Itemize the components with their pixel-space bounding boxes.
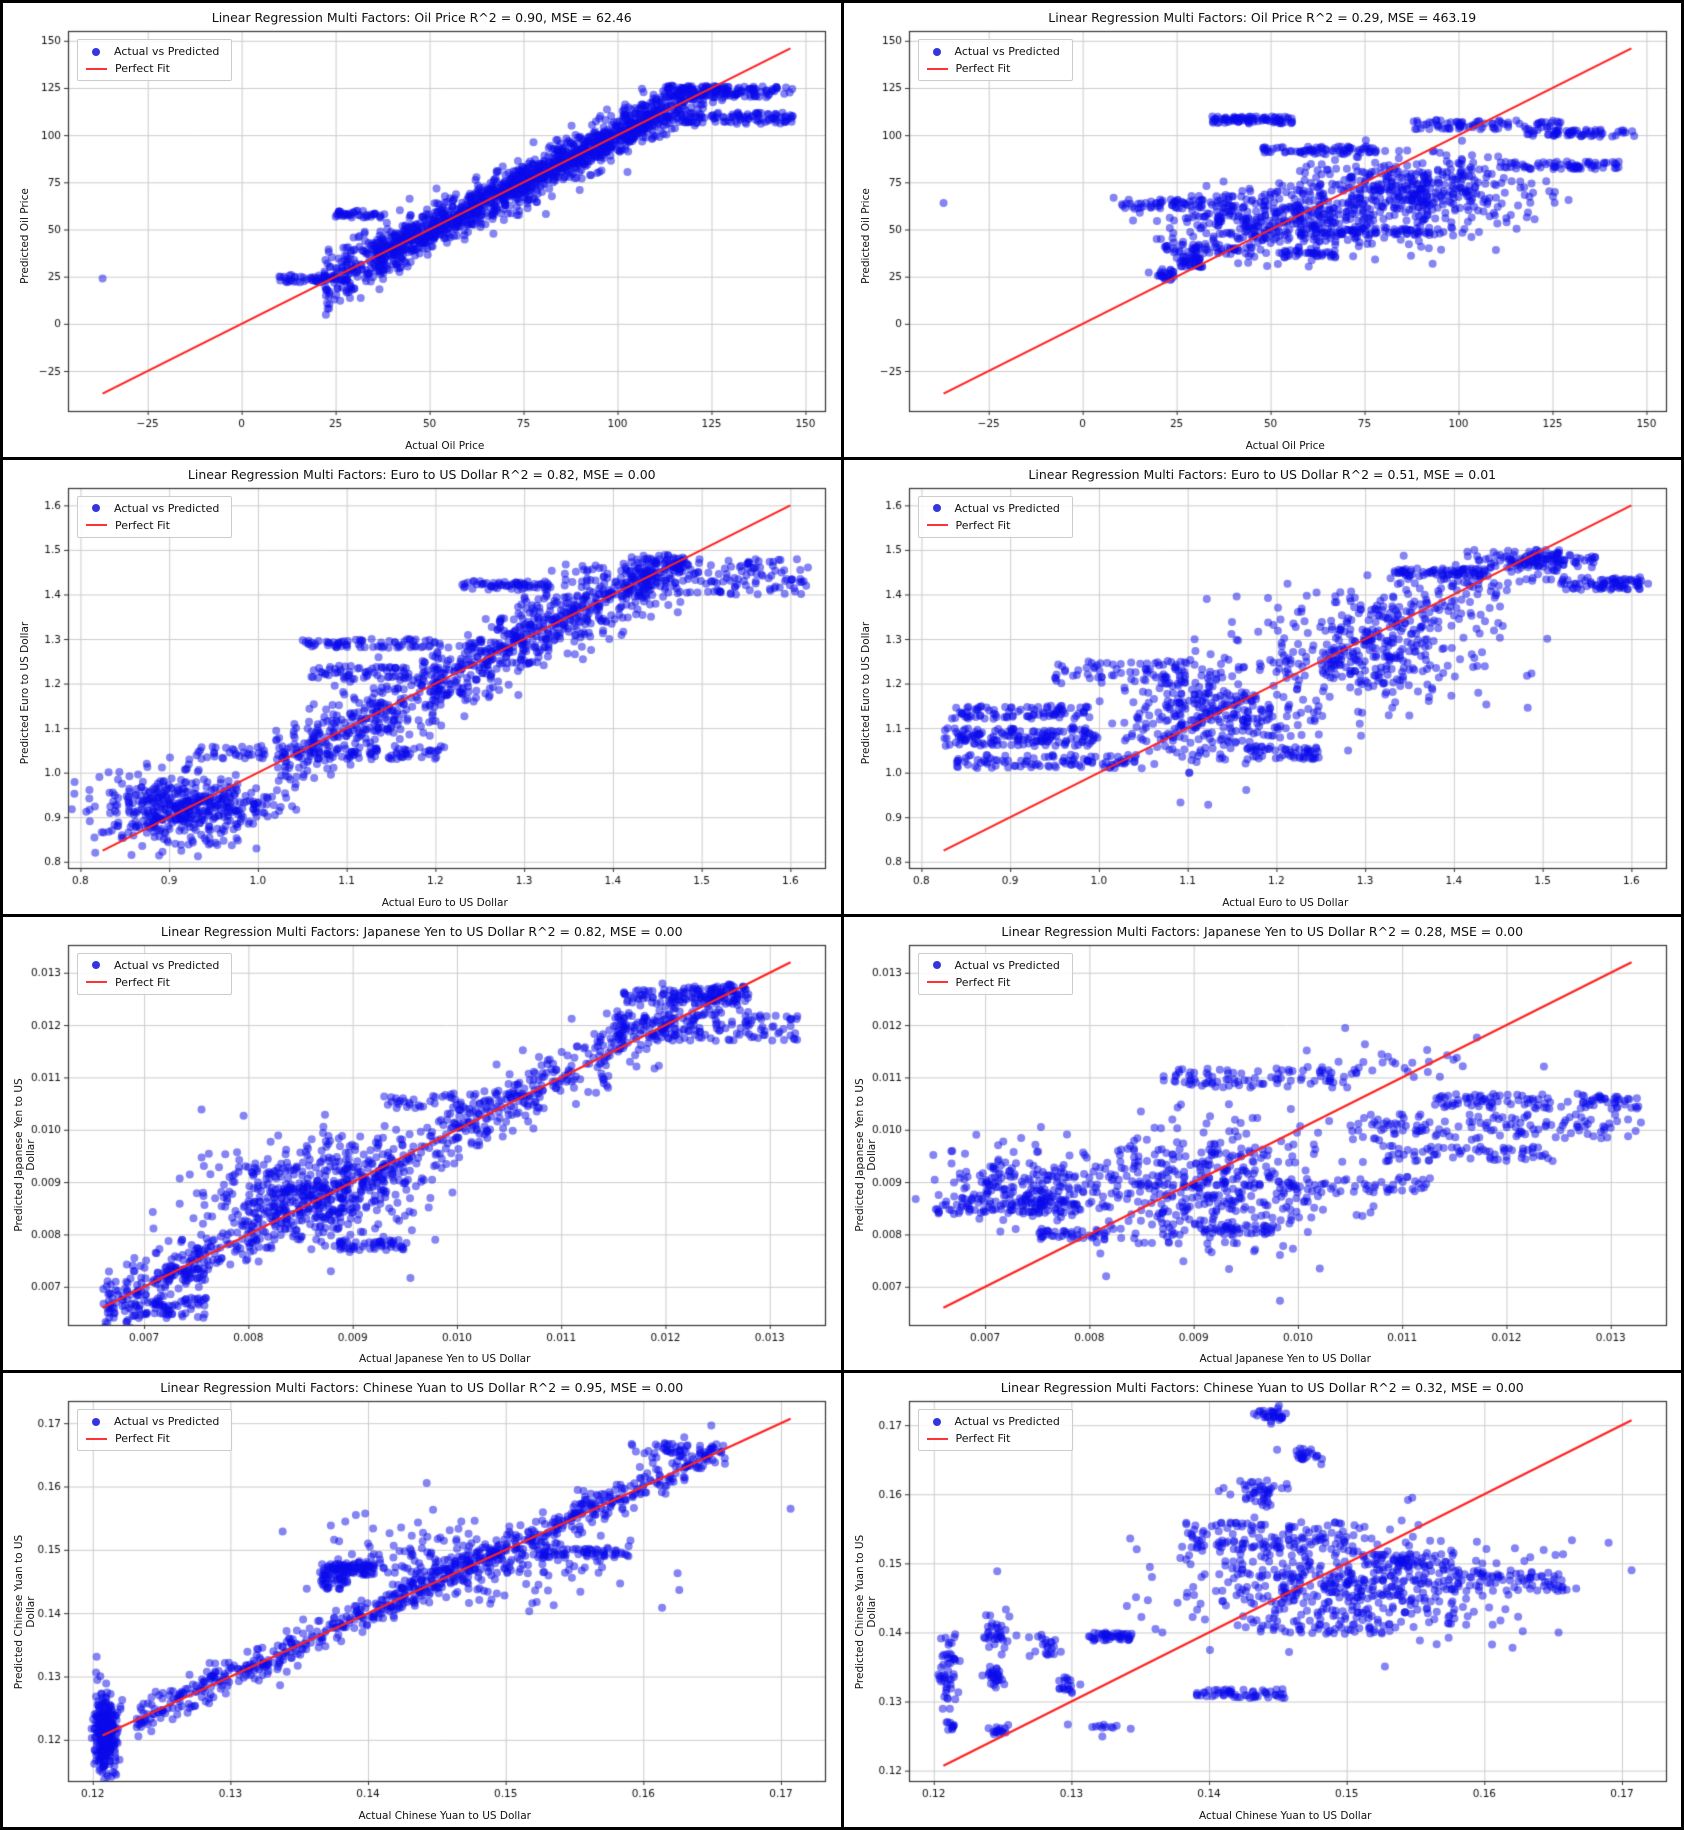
- legend: Actual vs Predicted Perfect Fit: [77, 495, 233, 538]
- legend: Actual vs Predicted Perfect Fit: [917, 952, 1073, 995]
- legend-entry-line: Perfect Fit: [926, 1432, 1060, 1446]
- legend-entry-scatter: Actual vs Predicted: [86, 45, 219, 58]
- legend-entry-line: Perfect Fit: [926, 62, 1060, 75]
- chart-title: Linear Regression Multi Factors: Euro to…: [187, 466, 656, 482]
- legend: Actual vs Predicted Perfect Fit: [77, 952, 233, 995]
- legend: Actual vs Predicted Perfect Fit: [77, 1409, 233, 1452]
- y-axis-label: Predicted Oil Price: [19, 188, 31, 284]
- chart-cell-yuan-test: Linear Regression Multi Factors: Chinese…: [843, 1373, 1681, 1827]
- line-marker-icon: [926, 67, 948, 70]
- x-axis-label: Actual Euro to US Dollar: [1222, 896, 1349, 909]
- legend-entry-line: Perfect Fit: [926, 518, 1060, 532]
- chart-cell-yen-train: Linear Regression Multi Factors: Japanes…: [3, 916, 841, 1371]
- y-axis-label: Predicted Oil Price: [859, 188, 872, 284]
- chart-cell-yen-test: Linear Regression Multi Factors: Japanes…: [843, 916, 1681, 1371]
- y-axis-label: Predicted Japanese Yen to US Dollar: [13, 1078, 37, 1233]
- legend: Actual vs Predicted Perfect Fit: [917, 1409, 1073, 1452]
- legend-entry-scatter: Actual vs Predicted: [86, 502, 219, 515]
- y-axis-label: Predicted Euro to US Dollar: [19, 621, 31, 764]
- chart-cell-euro-train: Linear Regression Multi Factors: Euro to…: [3, 459, 841, 914]
- legend-label: Actual vs Predicted: [114, 501, 220, 515]
- x-axis-label: Actual Euro to US Dollar: [381, 896, 508, 909]
- scatter-marker-icon: [92, 47, 100, 56]
- legend-label: Actual vs Predicted: [954, 45, 1060, 58]
- line-marker-icon: [86, 1437, 107, 1440]
- legend-entry-scatter: Actual vs Predicted: [86, 1415, 219, 1428]
- legend-entry-line: Perfect Fit: [926, 975, 1060, 989]
- legend-entry-scatter: Actual vs Predicted: [927, 1415, 1060, 1428]
- legend-label: Perfect Fit: [115, 62, 170, 75]
- x-axis-label: Actual Japanese Yen to US Dollar: [1199, 1353, 1371, 1366]
- legend-label: Actual vs Predicted: [954, 958, 1060, 972]
- legend-label: Perfect Fit: [115, 518, 170, 532]
- chart-cell-yuan-train: Linear Regression Multi Factors: Chinese…: [3, 1373, 841, 1827]
- chart-title: Linear Regression Multi Factors: Euro to…: [1028, 466, 1497, 482]
- legend: Actual vs Predicted Perfect Fit: [917, 39, 1073, 81]
- legend-entry-line: Perfect Fit: [86, 62, 219, 75]
- x-axis-label: Actual Japanese Yen to US Dollar: [359, 1353, 531, 1366]
- legend-label: Perfect Fit: [115, 1432, 170, 1446]
- legend-label: Perfect Fit: [115, 975, 170, 989]
- line-marker-icon: [926, 1437, 948, 1440]
- legend-label: Actual vs Predicted: [114, 45, 220, 58]
- legend-label: Actual vs Predicted: [114, 958, 220, 972]
- legend: Actual vs Predicted Perfect Fit: [917, 495, 1073, 538]
- chart-title: Linear Regression Multi Factors: Japanes…: [160, 923, 683, 939]
- legend-label: Perfect Fit: [955, 975, 1011, 989]
- legend-label: Actual vs Predicted: [114, 1415, 220, 1429]
- line-marker-icon: [926, 524, 948, 527]
- legend-entry-line: Perfect Fit: [86, 519, 219, 532]
- legend-entry-scatter: Actual vs Predicted: [927, 959, 1060, 972]
- chart-title: Linear Regression Multi Factors: Oil Pri…: [211, 10, 632, 25]
- legend-entry-scatter: Actual vs Predicted: [86, 959, 219, 972]
- chart-title: Linear Regression Multi Factors: Oil Pri…: [1048, 10, 1477, 25]
- legend-label: Perfect Fit: [955, 62, 1011, 75]
- line-marker-icon: [86, 67, 107, 70]
- legend-entry-scatter: Actual vs Predicted: [927, 502, 1060, 515]
- line-marker-icon: [926, 981, 948, 983]
- scatter-marker-icon: [92, 1417, 100, 1426]
- chart-cell-oil-test: Linear Regression Multi Factors: Oil Pri…: [843, 3, 1681, 457]
- legend-label: Perfect Fit: [955, 1432, 1011, 1446]
- chart-title: Linear Regression Multi Factors: Chinese…: [1000, 1380, 1524, 1396]
- y-axis-label: Predicted Chinese Yuan to US Dollar: [853, 1534, 878, 1690]
- legend-entry-line: Perfect Fit: [86, 1432, 219, 1445]
- scatter-marker-icon: [92, 504, 100, 513]
- line-marker-icon: [86, 524, 107, 527]
- legend-entry-line: Perfect Fit: [86, 976, 219, 989]
- y-axis-label: Predicted Chinese Yuan to US Dollar: [13, 1534, 37, 1690]
- scatter-marker-icon: [932, 504, 941, 513]
- line-marker-icon: [86, 981, 107, 983]
- y-axis-label: Predicted Japanese Yen to US Dollar: [853, 1078, 878, 1233]
- chart-title: Linear Regression Multi Factors: Japanes…: [1001, 923, 1524, 939]
- legend-label: Perfect Fit: [955, 518, 1011, 532]
- x-axis-label: Actual Oil Price: [405, 439, 485, 452]
- x-axis-label: Actual Chinese Yuan to US Dollar: [358, 1810, 531, 1822]
- legend-entry-scatter: Actual vs Predicted: [927, 45, 1060, 58]
- legend: Actual vs Predicted Perfect Fit: [77, 39, 233, 81]
- scatter-marker-icon: [92, 961, 100, 969]
- y-axis-label: Predicted Euro to US Dollar: [859, 621, 872, 764]
- chart-cell-euro-test: Linear Regression Multi Factors: Euro to…: [843, 459, 1681, 914]
- x-axis-label: Actual Oil Price: [1245, 439, 1325, 452]
- chart-cell-oil-train: Linear Regression Multi Factors: Oil Pri…: [3, 3, 841, 457]
- legend-label: Actual vs Predicted: [954, 1415, 1060, 1429]
- scatter-marker-icon: [932, 1417, 941, 1426]
- scatter-marker-icon: [932, 47, 941, 56]
- chart-title: Linear Regression Multi Factors: Chinese…: [160, 1380, 684, 1396]
- legend-label: Actual vs Predicted: [954, 501, 1060, 515]
- x-axis-label: Actual Chinese Yuan to US Dollar: [1199, 1810, 1372, 1822]
- scatter-marker-icon: [932, 961, 941, 969]
